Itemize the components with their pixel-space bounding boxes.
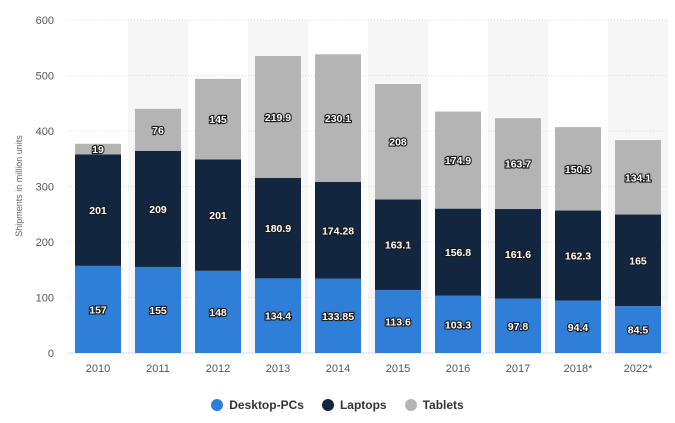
legend-swatch-desktop-pcs [211,399,224,411]
data-label: 155 [149,305,167,317]
data-label: 161.6 [505,249,531,261]
data-label: 209 [149,204,167,216]
data-label: 156.8 [445,247,471,259]
bar-tablets[interactable] [255,55,301,179]
bar-laptops[interactable] [255,178,301,279]
bar-desktop-pcs[interactable] [435,295,481,353]
data-label: 163.7 [505,159,531,171]
bar-desktop-pcs[interactable] [375,289,421,353]
data-label: 150.3 [565,164,591,176]
legend-item-tablets[interactable]: Tablets [404,398,464,412]
data-label: 134.1 [625,172,651,184]
data-label: 145 [209,114,227,126]
data-label: 19 [92,144,104,156]
x-tick-label: 2013 [266,363,290,375]
bar-tablets[interactable] [615,140,661,215]
data-label: 208 [389,137,407,149]
bar-desktop-pcs[interactable] [555,300,601,353]
data-label: 163.1 [385,240,411,252]
legend-item-laptops[interactable]: Laptops [321,398,387,412]
y-tick-label: 0 [48,348,54,360]
bar-laptops[interactable] [135,150,181,267]
bar-tablets[interactable] [315,54,361,182]
x-tick-label: 2012 [206,363,230,375]
bar-laptops[interactable] [495,209,541,299]
y-tick-label: 300 [36,182,54,194]
bar-tablets[interactable] [435,111,481,209]
data-label: 103.3 [445,319,471,331]
bar-desktop-pcs[interactable] [255,278,301,353]
x-tick-label: 2014 [326,363,350,375]
legend-label-tablets: Tablets [422,398,464,412]
data-label: 201 [89,205,107,217]
bar-desktop-pcs[interactable] [615,306,661,353]
data-label: 174.28 [322,225,354,237]
x-tick-label: 2016 [446,363,470,375]
data-label: 157 [89,304,107,316]
legend-label-laptops: Laptops [339,398,387,412]
y-tick-label: 400 [36,126,54,138]
bar-desktop-pcs[interactable] [75,265,121,353]
data-label: 76 [152,125,164,137]
data-label: 230.1 [325,113,351,125]
legend-swatch-tablets [404,399,417,411]
bar-laptops[interactable] [435,208,481,296]
data-label: 165 [629,255,647,267]
bar-desktop-pcs[interactable] [135,266,181,353]
stacked-bar-chart: 0 100 200 300 400 500 600 Shipments in million… [14,15,668,375]
legend-label-desktop-pcs: Desktop-PCs [229,398,304,412]
bar-tablets[interactable] [135,108,181,151]
legend-item-desktop-pcs[interactable]: Desktop-PCs [211,398,304,412]
bar-desktop-pcs[interactable] [495,298,541,353]
x-tick-label: 2011 [146,363,170,375]
y-tick-label: 600 [36,15,54,27]
bar-laptops[interactable] [75,154,121,266]
bar-laptops[interactable] [315,181,361,279]
bar-laptops[interactable] [195,159,241,271]
x-tick-label: 2022* [624,363,653,375]
bar-laptops[interactable] [615,214,661,307]
data-label: 133.85 [322,311,354,323]
bar-tablets[interactable] [75,143,121,155]
data-label: 97.8 [508,321,529,333]
data-label: 201 [209,210,227,222]
y-tick-label: 500 [36,71,54,83]
x-axis-ticks: 2010 2011 2012 2013 2014 2015 2016 2017 2018* 202… [86,363,653,375]
legend-swatch-laptops [321,399,334,411]
legend: Desktop-PCs Laptops Tablets [0,398,675,412]
bar-desktop-pcs[interactable] [195,270,241,353]
data-label: 162.3 [565,251,591,263]
bar-laptops[interactable] [555,210,601,301]
data-label: 174.9 [445,155,471,167]
bar-desktop-pcs[interactable] [315,278,361,353]
bar-tablets[interactable] [195,78,241,160]
bars [75,54,661,353]
bar-tablets[interactable] [555,127,601,211]
bar-tablets[interactable] [375,83,421,200]
data-label: 180.9 [265,223,291,235]
x-tick-label: 2015 [386,363,410,375]
y-axis-ticks: 0 100 200 300 400 500 600 [36,15,54,360]
bar-tablets[interactable] [495,118,541,210]
bar-laptops[interactable] [375,199,421,290]
data-label: 113.6 [385,316,411,328]
x-tick-label: 2018* [564,363,593,375]
data-labels: 157 201 19 155 209 76 148 201 145 134.4 180.9 219.9… [88,111,652,338]
x-tick-label: 2010 [86,363,110,375]
y-tick-label: 200 [36,237,54,249]
data-label: 134.4 [265,311,291,323]
data-label: 219.9 [265,112,291,124]
data-label: 94.4 [568,322,589,334]
y-tick-label: 100 [36,293,54,305]
data-label: 148 [209,307,227,319]
x-tick-label: 2017 [506,363,530,375]
y-axis-label: Shipments in million units [14,135,24,237]
data-label: 84.5 [628,325,649,337]
